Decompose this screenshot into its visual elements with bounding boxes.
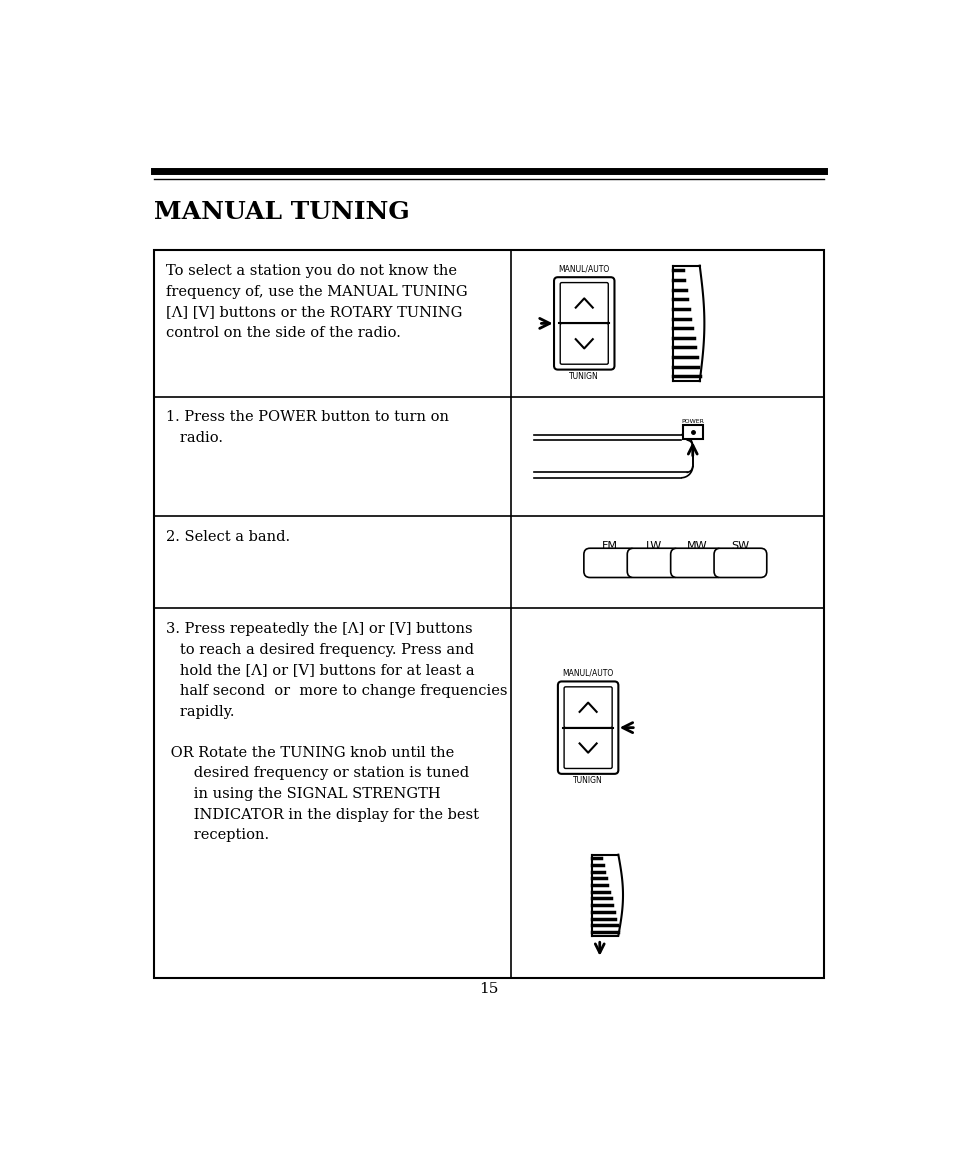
Text: 1. Press the POWER button to turn on
   radio.: 1. Press the POWER button to turn on rad…	[166, 410, 448, 445]
Text: MW: MW	[686, 541, 706, 551]
Text: MANUAL TUNING: MANUAL TUNING	[154, 200, 410, 224]
Text: MANUL/AUTO: MANUL/AUTO	[562, 669, 613, 678]
Text: TUNIGN: TUNIGN	[569, 372, 598, 381]
FancyBboxPatch shape	[563, 687, 612, 728]
FancyBboxPatch shape	[554, 277, 614, 370]
Text: TUNIGN: TUNIGN	[573, 776, 602, 785]
FancyBboxPatch shape	[558, 681, 618, 774]
Text: LW: LW	[645, 541, 661, 551]
Bar	[154, 251, 823, 978]
Text: 2. Select a band.: 2. Select a band.	[166, 530, 290, 544]
FancyBboxPatch shape	[559, 283, 608, 323]
FancyBboxPatch shape	[583, 549, 636, 578]
FancyBboxPatch shape	[559, 323, 608, 364]
FancyBboxPatch shape	[563, 728, 612, 768]
Text: 15: 15	[478, 983, 498, 997]
Text: 3. Press repeatedly the [Λ] or [V] buttons
   to reach a desired frequency. Pres: 3. Press repeatedly the [Λ] or [V] butto…	[166, 623, 507, 842]
Text: SW: SW	[731, 541, 749, 551]
FancyBboxPatch shape	[670, 549, 722, 578]
Text: FM: FM	[601, 541, 618, 551]
Text: POWER: POWER	[680, 419, 703, 424]
FancyBboxPatch shape	[627, 549, 679, 578]
Bar	[682, 425, 702, 439]
Text: To select a station you do not know the
frequency of, use the MANUAL TUNING
[Λ] : To select a station you do not know the …	[166, 264, 467, 340]
FancyBboxPatch shape	[713, 549, 766, 578]
Text: MANUL/AUTO: MANUL/AUTO	[558, 264, 609, 274]
